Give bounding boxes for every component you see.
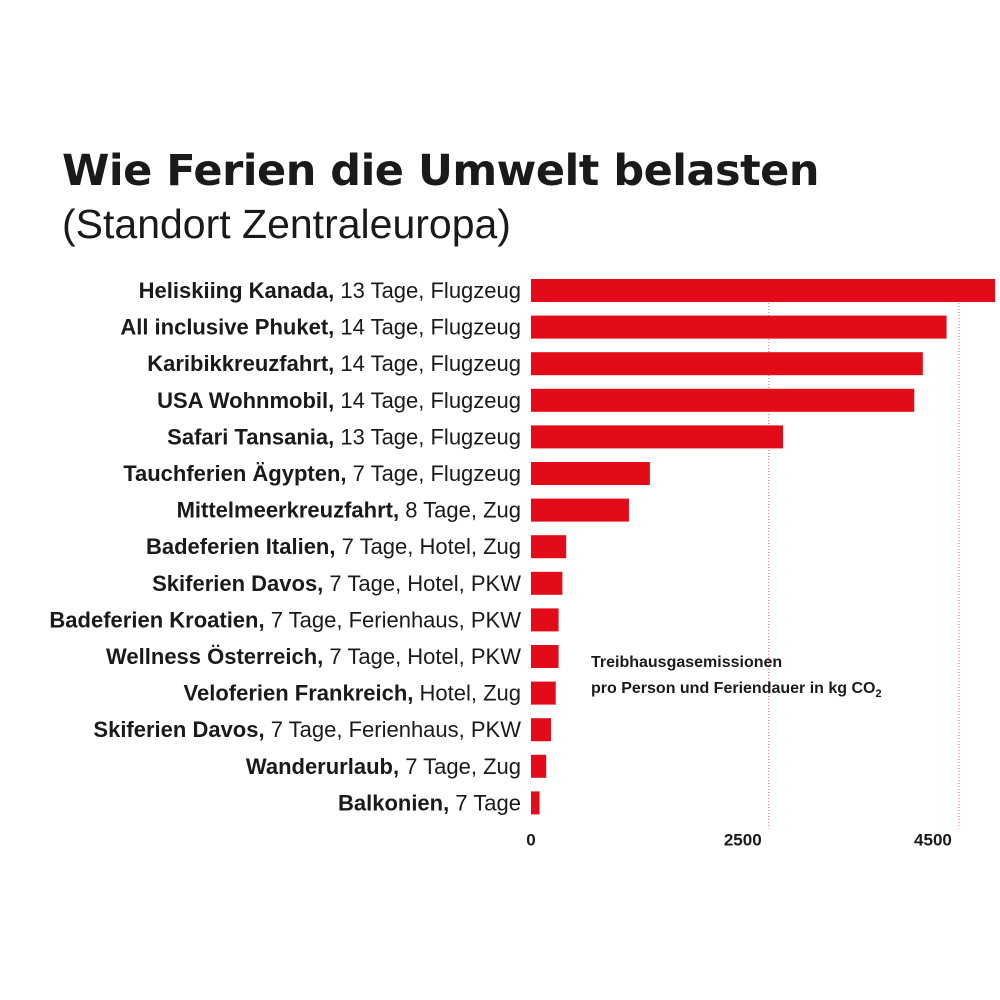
category-label: Veloferien Frankreich, Hotel, Zug (184, 681, 521, 706)
bar (531, 791, 540, 815)
category-label-detail: 7 Tage (449, 790, 521, 815)
category-label-name: Wellness Österreich, (106, 644, 323, 669)
category-label: All inclusive Phuket, 14 Tage, Flugzeug (120, 315, 521, 340)
chart-title: Wie Ferien die Umwelt belasten (62, 146, 819, 196)
category-label-detail: Hotel, Zug (413, 681, 521, 706)
category-label-name: Karibikkreuzfahrt, (147, 351, 334, 376)
category-label-name: Skiferien Davos, (152, 571, 323, 596)
category-label-name: Veloferien Frankreich, (184, 681, 414, 706)
category-label-detail: 7 Tage, Flugzeug (347, 461, 522, 486)
category-label: USA Wohnmobil, 14 Tage, Flugzeug (157, 388, 521, 413)
category-label-detail: 14 Tage, Flugzeug (334, 351, 521, 376)
category-label: Wanderurlaub, 7 Tage, Zug (246, 754, 521, 779)
category-label: Mittelmeerkreuzfahrt, 8 Tage, Zug (177, 498, 521, 523)
bar (531, 608, 559, 632)
bar (531, 535, 567, 559)
x-tick-label: 2500 (724, 830, 762, 849)
bar (531, 462, 650, 485)
unit-note-line2: pro Person und Feriendauer in kg CO2 (591, 676, 882, 707)
unit-note-line1: Treibhausgasemissionen (591, 654, 783, 671)
category-label-detail: 13 Tage, Flugzeug (334, 424, 521, 449)
category-label-name: Heliskiing Kanada, (139, 278, 335, 303)
category-label-name: Badeferien Kroatien, (49, 607, 264, 632)
unit-note-line2-text: pro Person und Feriendauer in kg CO (591, 680, 876, 697)
bar (531, 571, 563, 595)
bar (531, 681, 556, 705)
category-labels: Heliskiing Kanada, 13 Tage, FlugzeugAll … (49, 278, 521, 815)
category-label-detail: 7 Tage, Hotel, Zug (336, 534, 522, 559)
category-label-name: Tauchferien Ägypten, (123, 461, 346, 486)
unit-note: Treibhausgasemissionen pro Person und Fe… (591, 650, 882, 707)
category-label-name: Mittelmeerkreuzfahrt, (177, 498, 400, 523)
bars (531, 279, 996, 815)
category-label: Karibikkreuzfahrt, 14 Tage, Flugzeug (147, 351, 521, 376)
category-label: Safari Tansania, 13 Tage, Flugzeug (167, 424, 521, 449)
category-label: Heliskiing Kanada, 13 Tage, Flugzeug (139, 278, 521, 303)
category-label: Skiferien Davos, 7 Tage, Ferienhaus, PKW (93, 717, 521, 742)
category-label: Wellness Österreich, 7 Tage, Hotel, PKW (106, 644, 521, 669)
x-tick-label: 4500 (914, 830, 952, 849)
bar (531, 315, 947, 339)
chart-subtitle: (Standort Zentraleuropa) (62, 201, 511, 247)
bar (531, 279, 996, 302)
bar (531, 718, 551, 742)
category-label-name: Safari Tansania, (167, 424, 334, 449)
category-label-name: Badeferien Italien, (146, 534, 336, 559)
category-label-detail: 7 Tage, Zug (399, 754, 521, 779)
category-label-detail: 13 Tage, Flugzeug (334, 278, 521, 303)
category-label-name: Balkonien, (338, 790, 449, 815)
bar (531, 498, 629, 522)
category-label: Tauchferien Ägypten, 7 Tage, Flugzeug (123, 461, 521, 486)
category-label-detail: 7 Tage, Hotel, PKW (323, 571, 521, 596)
category-label-detail: 7 Tage, Ferienhaus, PKW (265, 607, 522, 632)
category-label: Skiferien Davos, 7 Tage, Hotel, PKW (152, 571, 521, 596)
category-label-detail: 7 Tage, Hotel, PKW (323, 644, 521, 669)
category-label-detail: 8 Tage, Zug (399, 498, 521, 523)
category-label-detail: 14 Tage, Flugzeug (334, 388, 521, 413)
category-label: Balkonien, 7 Tage (338, 790, 521, 815)
category-label-detail: 7 Tage, Ferienhaus, PKW (265, 717, 522, 742)
bar (531, 388, 915, 412)
x-axis-ticks: 0 2500 4500 (526, 830, 952, 849)
unit-note-subscript: 2 (875, 688, 882, 701)
category-label: Badeferien Italien, 7 Tage, Hotel, Zug (146, 534, 521, 559)
category-label-name: Skiferien Davos, (93, 717, 264, 742)
category-label-name: Wanderurlaub, (246, 754, 399, 779)
category-label: Badeferien Kroatien, 7 Tage, Ferienhaus,… (49, 607, 521, 632)
bar (531, 645, 559, 668)
bar (531, 754, 547, 778)
category-label-detail: 14 Tage, Flugzeug (334, 315, 521, 340)
category-label-name: USA Wohnmobil, (157, 388, 334, 413)
bar (531, 425, 784, 449)
bar (531, 352, 923, 376)
category-label-name: All inclusive Phuket, (120, 315, 334, 340)
x-tick-label: 0 (526, 830, 535, 849)
